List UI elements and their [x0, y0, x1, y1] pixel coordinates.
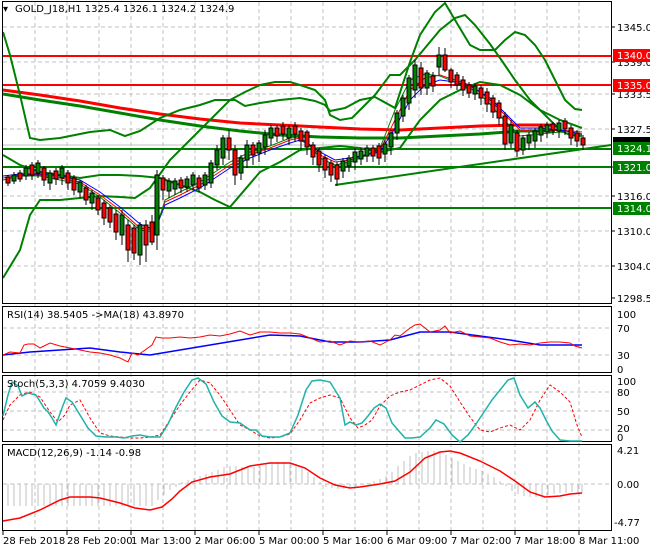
price-tick-1304: 1304.0 [617, 262, 650, 273]
rsi-tick-30: 30 [617, 351, 630, 362]
rsi-panel[interactable]: RSI(14) 38.5405 ->MA(18) 43.8970 100 70 … [2, 310, 636, 376]
stochastic-panel[interactable]: Stoch(5,3,3) 4.7059 9.4030 100 80 50 20 … [2, 377, 636, 444]
price-tick-1316: 1316.0 [617, 192, 650, 203]
price-tick-1339: 1339.0 [617, 58, 650, 69]
time-tick-6: 6 Mar 09:00 [387, 536, 447, 547]
price-tick-1333: 1333.5 [617, 90, 650, 101]
macd-tick-min: -4.77 [614, 518, 640, 529]
level-badge-1321 [613, 161, 650, 174]
level-badge-1340-text: 1340.0 [617, 51, 650, 62]
time-tick-9: 8 Mar 11:00 [579, 536, 639, 547]
stoch-tick-100: 100 [617, 377, 636, 388]
rsi-ma-line [2, 331, 582, 356]
price-tick-1327: 1327.5 [617, 125, 650, 136]
price-tick-1298: 1298.5 [617, 294, 650, 305]
rsi-line [2, 323, 583, 363]
level-badge-1335-text: 1335.0 [617, 81, 650, 92]
level-badge-1314-text: 1314.0 [617, 204, 650, 215]
level-badge-1314 [613, 202, 650, 215]
level-badge-1340 [613, 49, 650, 62]
macd-signal-line [2, 450, 583, 522]
panel-borders [2, 1, 612, 531]
stoch-tick-80: 80 [617, 388, 630, 399]
rsi-tick-0: 0 [617, 365, 623, 376]
level-badge-1324 [613, 142, 650, 155]
stoch-tick-50: 50 [617, 407, 630, 418]
bollinger-lower [2, 13, 583, 279]
stoch-signal-line [2, 377, 583, 439]
macd-tick-max: 4.21 [617, 446, 639, 457]
macd-title: MACD(12,26,9) -1.14 -0.98 [7, 448, 141, 459]
bollinger-middle [2, 80, 583, 209]
price-tick-1310: 1310.0 [617, 227, 650, 238]
price-tick-1345: 1345.0 [617, 23, 650, 34]
time-tick-1: 28 Feb 20:00 [67, 536, 133, 547]
level-badge-1335 [613, 79, 650, 92]
stoch-tick-0: 0 [617, 433, 623, 444]
level-badge-1321-text: 1321.0 [617, 163, 650, 174]
rsi-tick-100: 100 [617, 310, 636, 321]
ma200-red-line [2, 88, 555, 132]
macd-tick-zero: 0.00 [617, 480, 639, 491]
time-tick-5: 5 Mar 16:00 [323, 536, 383, 547]
chart-title: GOLD_J18,H1 1325.4 1326.1 1324.2 1324.9 [15, 4, 234, 15]
time-axis[interactable]: 28 Feb 2018 28 Feb 20:00 1 Mar 13:00 2 M… [2, 531, 639, 547]
macd-panel[interactable]: MACD(12,26,9) -1.14 -0.98 4.21 0.00 -4.7… [2, 446, 640, 529]
time-tick-3: 2 Mar 06:00 [195, 536, 255, 547]
candlesticks[interactable] [5, 47, 586, 265]
price-axis[interactable]: 1345.0 1339.0 1333.5 1327.5 1321.0 1316.… [611, 23, 650, 305]
rsi-title: RSI(14) 38.5405 ->MA(18) 43.8970 [7, 310, 184, 321]
level-badge-1324-text: 1324.1 [617, 144, 650, 155]
time-tick-8: 7 Mar 18:00 [515, 536, 575, 547]
chart-title-arrow-icon[interactable]: ▾ [3, 4, 8, 15]
time-tick-2: 1 Mar 13:00 [131, 536, 191, 547]
stoch-tick-20: 20 [617, 424, 630, 435]
stoch-title: Stoch(5,3,3) 4.7059 9.4030 [7, 379, 145, 390]
current-price-badge [613, 137, 650, 143]
time-tick-0: 28 Feb 2018 [3, 536, 65, 547]
bollinger-upper [2, 1, 583, 142]
time-tick-4: 5 Mar 00:00 [259, 536, 319, 547]
ma-slow-green-line [2, 92, 555, 140]
main-price-panel[interactable]: ▾ GOLD_J18,H1 1325.4 1326.1 1324.2 1324.… [2, 1, 612, 279]
rsi-tick-70: 70 [617, 324, 630, 335]
uptrend-line[interactable] [334, 144, 612, 186]
stoch-main-line [2, 377, 582, 443]
time-tick-7: 7 Mar 02:00 [451, 536, 511, 547]
